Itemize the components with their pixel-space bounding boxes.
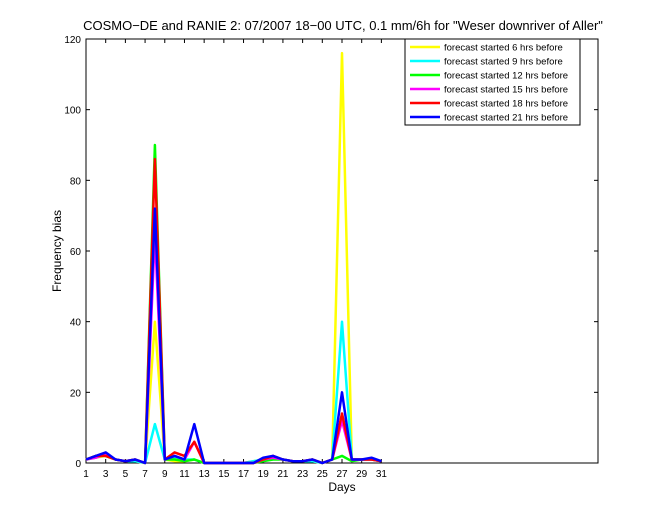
legend-box <box>404 38 581 126</box>
x-tick-label: 17 <box>238 469 250 480</box>
x-tick-label: 11 <box>179 469 190 480</box>
x-tick-label: 5 <box>123 469 129 480</box>
x-tick-label: 3 <box>103 469 109 480</box>
legend-label-2: forecast started 9 hrs before <box>444 57 563 68</box>
y-tick-label: 0 <box>75 459 81 470</box>
y-tick-label: 80 <box>70 176 82 187</box>
x-tick-label: 29 <box>356 469 368 480</box>
series-line-6 <box>85 207 382 465</box>
x-tick-label: 21 <box>277 469 289 480</box>
x-tick-label: 19 <box>258 469 270 480</box>
x-axis: 1 3 5 7 9 11 13 15 17 19 21 23 25 27 29 31 <box>83 39 387 480</box>
chart-title: COSMO−DE and RANIE 2: 07/2007 18−00 UTC,… <box>83 18 603 33</box>
x-tick-label: 23 <box>297 469 309 480</box>
legend: forecast started 6 hrs before forecast st… <box>404 38 581 126</box>
x-tick-label: 27 <box>336 469 348 480</box>
y-tick-label: 120 <box>64 35 81 46</box>
x-tick-label: 7 <box>142 469 148 480</box>
y-tick-label: 60 <box>70 247 82 258</box>
x-axis-label: Days <box>328 480 355 494</box>
y-tick-label: 20 <box>70 388 82 399</box>
legend-label-6: forecast started 21 hrs before <box>444 113 568 124</box>
x-tick-label: 25 <box>317 469 329 480</box>
x-tick-label: 13 <box>199 469 211 480</box>
y-tick-label: 100 <box>64 106 81 117</box>
x-tick-label: 9 <box>162 469 168 480</box>
series-group <box>85 51 382 465</box>
legend-label-1: forecast started 6 hrs before <box>444 43 563 54</box>
y-axis-label: Frequency bias <box>50 210 64 292</box>
x-tick-label: 15 <box>218 469 230 480</box>
x-tick-label: 31 <box>376 469 388 480</box>
legend-label-5: forecast started 18 hrs before <box>444 99 568 110</box>
legend-label-3: forecast started 12 hrs before <box>444 71 568 82</box>
legend-label-4: forecast started 15 hrs before <box>444 85 568 96</box>
y-tick-label: 40 <box>70 318 82 329</box>
y-axis: 0 20 40 60 80 100 120 <box>64 35 598 470</box>
x-tick-label: 1 <box>83 469 89 480</box>
